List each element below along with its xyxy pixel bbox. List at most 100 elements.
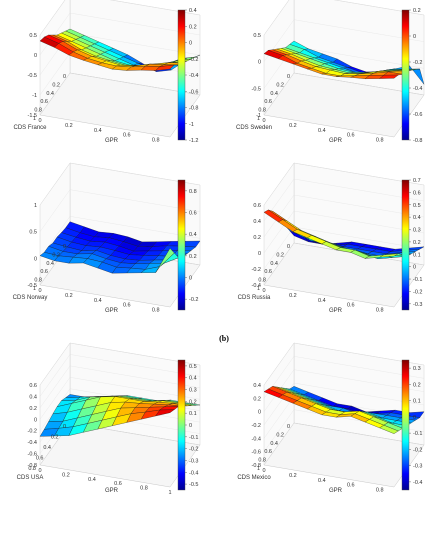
x-tick-label: 0.2 <box>62 472 70 478</box>
x-tick-label: 0.4 <box>318 128 326 134</box>
y-tick-label: 0.4 <box>43 445 51 451</box>
x-tick-label: 0.6 <box>114 481 122 487</box>
colorbar-tick-label: 0 <box>189 41 192 47</box>
z-gridline <box>39 12 71 56</box>
colorbar-tick-label: -0.2 <box>189 447 198 453</box>
y-tick-label: 0.4 <box>270 261 278 267</box>
y-tick-label: 1 <box>33 286 36 292</box>
colorbar-tick-label: 0.1 <box>413 399 421 405</box>
x-axis-label: GPR <box>329 488 343 494</box>
z-gridline <box>263 396 295 439</box>
z-tick-label: 0.5 <box>29 230 37 236</box>
colorbar-tick-label: 0.6 <box>413 190 421 196</box>
z-tick-label: 0.4 <box>253 383 261 389</box>
x-tick-label: 0.8 <box>376 488 384 494</box>
y-tick-label: 0.6 <box>264 449 272 455</box>
z-tick-label: 0 <box>34 53 37 59</box>
colorbar-tick-label: -0.3 <box>189 458 198 464</box>
colorbar-tick-label: 0.2 <box>189 399 197 405</box>
y-tick-label: 0.8 <box>28 466 36 472</box>
x-tick-label: 0.6 <box>123 133 131 139</box>
y-tick-label: 0.4 <box>270 91 278 97</box>
surface-quad <box>379 425 399 434</box>
z-tick-label: 0.2 <box>253 396 261 402</box>
z-tick-label: -0.4 <box>28 440 37 446</box>
z-gridline <box>263 242 295 286</box>
z-gridline <box>263 226 295 270</box>
surface-panel-2: CDS Sweden Vs. GPR0.50-0.5-100.20.40.60.… <box>236 0 425 144</box>
z-tick-label: -0.2 <box>252 423 261 429</box>
colorbar-tick-label: -1.2 <box>189 138 198 144</box>
colorbar-tick-label: -0.4 <box>189 470 198 476</box>
z-tick-label: -0.4 <box>252 436 261 442</box>
y-tick-label: 1 <box>257 286 260 292</box>
z-gridline <box>39 72 71 116</box>
y-tick-label: 0.4 <box>270 441 278 447</box>
surface-panel-5: CDS USA Vs. GPR0.60.40.20-0.2-0.4-0.6-0.… <box>17 342 201 496</box>
x-tick-label: 0.6 <box>347 303 355 309</box>
x-axis-label: GPR <box>329 308 343 314</box>
z-tick-label: 0.5 <box>253 33 261 39</box>
z-gridline <box>263 342 295 386</box>
colorbar-tick-label: 0.2 <box>413 240 421 246</box>
surface-panel-6: CDS Mexico Vs. GPR0.40.20-0.2-0.4-0.6-0.… <box>237 342 425 494</box>
z-tick-label: -0.4 <box>252 283 261 289</box>
x-tick-label: 0 <box>38 288 41 294</box>
z-tick-label: 0 <box>258 60 261 66</box>
x-tick-label: 0.6 <box>123 303 131 309</box>
y-tick-label: 0.2 <box>276 82 284 88</box>
colorbar-tick-label: 0 <box>189 423 192 429</box>
y-axis-label: CDS France <box>13 125 47 131</box>
z-tick-label: -0.2 <box>252 267 261 273</box>
colorbar-tick-label: -0.5 <box>189 482 198 488</box>
y-tick-label: 0.4 <box>46 261 54 267</box>
z-tick-label: 0.2 <box>253 235 261 241</box>
z-gridline <box>39 342 71 386</box>
surface-panel-4: CDS Russia Vs. GPR0.60.40.20-0.2-0.400.2… <box>238 162 425 314</box>
y-tick-label: 0.2 <box>52 82 60 88</box>
z-tick-label: -0.5 <box>28 283 37 289</box>
z-tick-label: -1 <box>256 113 261 119</box>
x-tick-label: 0 <box>262 468 265 474</box>
z-tick-label: 0.6 <box>29 383 37 389</box>
colorbar-tick-label: -0.1 <box>189 435 198 441</box>
y-tick-label: 1 <box>33 116 36 122</box>
surface-panel-3: CDS Norway Vs. GPR10.50-0.500.20.40.60.8… <box>13 162 201 314</box>
colorbar-tick-label: 0.6 <box>189 211 197 217</box>
x-tick-label: 0.8 <box>376 308 384 314</box>
colorbar-tick-label: 0.2 <box>189 254 197 260</box>
y-tick-label: 0.6 <box>264 269 272 275</box>
z-tick-label: 0.4 <box>253 219 261 225</box>
z-gridline <box>39 0 66 36</box>
colorbar-tick-label: 0 <box>413 265 416 271</box>
z-tick-label: 0 <box>258 410 261 416</box>
colorbar-tick-label: 0.4 <box>189 232 197 238</box>
z-tick-label: 0.4 <box>29 394 37 400</box>
y-tick-label: 0.2 <box>52 252 60 258</box>
colorbar-tick-label: 0.1 <box>189 411 197 417</box>
colorbar-tick-label: 0.4 <box>189 8 197 14</box>
colorbar-tick-label: 0.2 <box>413 8 421 14</box>
colorbar-tick-label: 0 <box>413 34 416 40</box>
y-tick-label: 0 <box>63 424 66 430</box>
z-gridline <box>263 409 295 452</box>
y-axis-label: CDS Sweden <box>236 125 272 131</box>
x-tick-label: 0.6 <box>347 483 355 489</box>
surface-panel-1: CDS France Vs. GPR0.50-0.5-1-1.500.20.40… <box>13 0 201 144</box>
y-tick-label: 0.2 <box>276 252 284 258</box>
surface-quad <box>155 409 175 417</box>
x-tick-label: 0.2 <box>65 293 73 299</box>
z-tick-label: -1 <box>32 93 37 99</box>
y-tick-label: 0.4 <box>46 91 54 97</box>
colorbar-tick-label: -0.8 <box>189 106 198 112</box>
surface-quad <box>379 74 399 79</box>
colorbar-tick-label: -1 <box>189 122 194 128</box>
colorbar-tick-label: 0.1 <box>413 252 421 258</box>
colorbar-tick-label: -0.1 <box>413 277 422 283</box>
colorbar-tick-label: -0.8 <box>413 138 422 144</box>
y-axis-label: CDS USA <box>17 475 44 481</box>
z-gridline <box>263 72 295 116</box>
z-tick-label: 0.6 <box>253 203 261 209</box>
x-tick-label: 0 <box>38 468 41 474</box>
y-tick-label: 0 <box>287 74 290 80</box>
